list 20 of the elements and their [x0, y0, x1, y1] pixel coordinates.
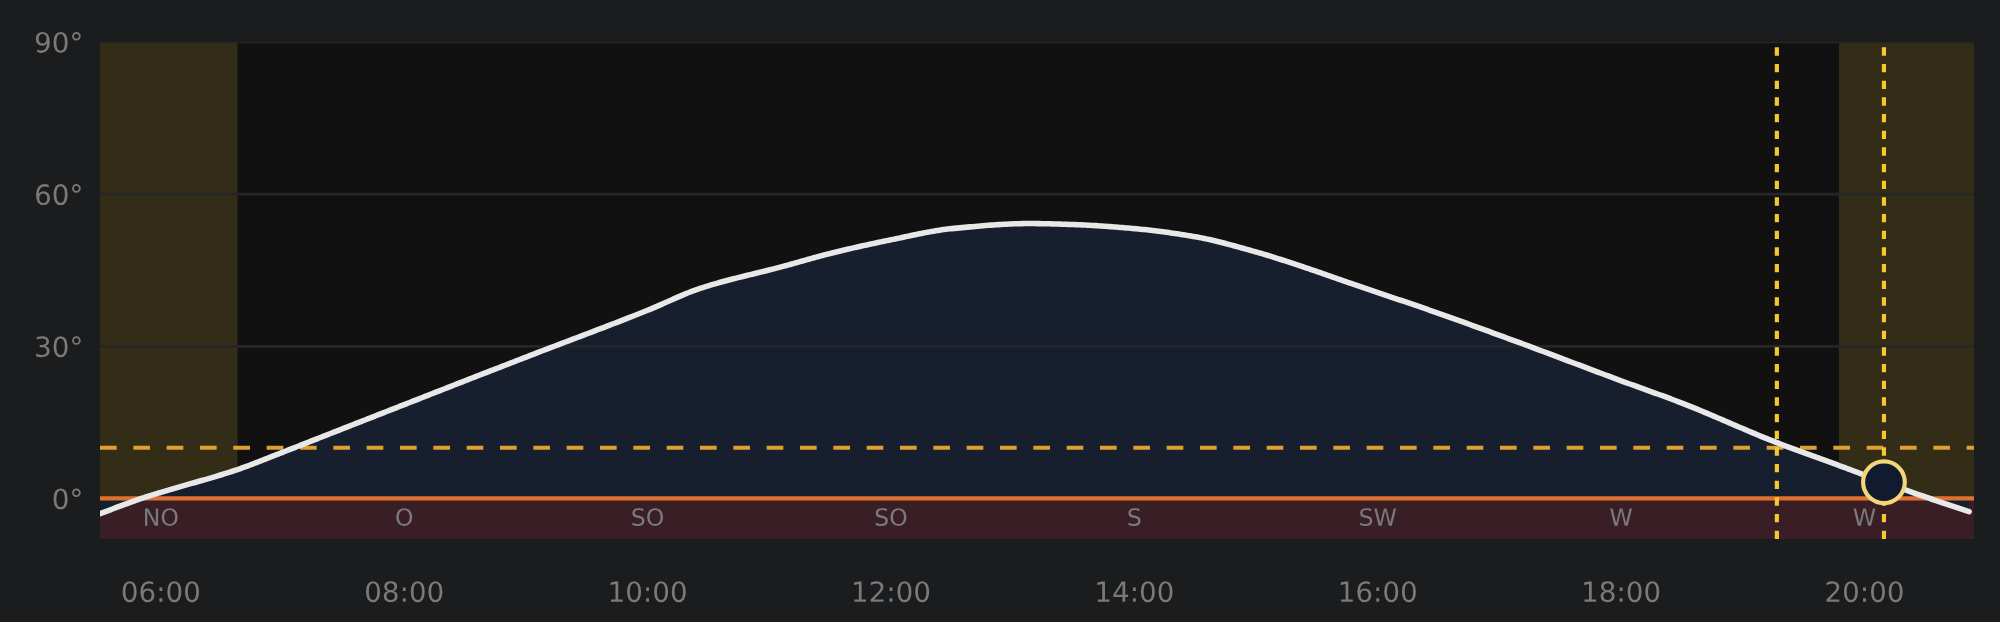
- x-tick-label: 20:00: [1826, 581, 1903, 603]
- annotation: W: [1610, 508, 1633, 526]
- x-tick-label: 18:00: [1584, 581, 1660, 603]
- x-tick-label: 16:00: [1340, 581, 1416, 603]
- x-tick-label: 10:00: [610, 581, 686, 603]
- annotation: W: [1853, 508, 1876, 526]
- annotation: SO: [875, 508, 907, 526]
- y-tick-label: 30°: [36, 336, 81, 358]
- annotation: SO: [632, 508, 664, 526]
- y-tick-label: 90°: [35, 31, 81, 53]
- annotation: S: [1128, 508, 1141, 526]
- x-tick-label: 08:00: [366, 581, 443, 603]
- annotation: O: [396, 508, 413, 526]
- x-tick-label: 14:00: [1097, 581, 1173, 603]
- y-tick-label: 60°: [36, 184, 81, 206]
- y-tick-label: 0°: [53, 488, 81, 510]
- x-tick-label: 12:00: [854, 581, 930, 603]
- x-tick-label: 06:00: [122, 581, 200, 603]
- annotation: SW: [1360, 508, 1397, 526]
- annotation: NO: [145, 508, 178, 526]
